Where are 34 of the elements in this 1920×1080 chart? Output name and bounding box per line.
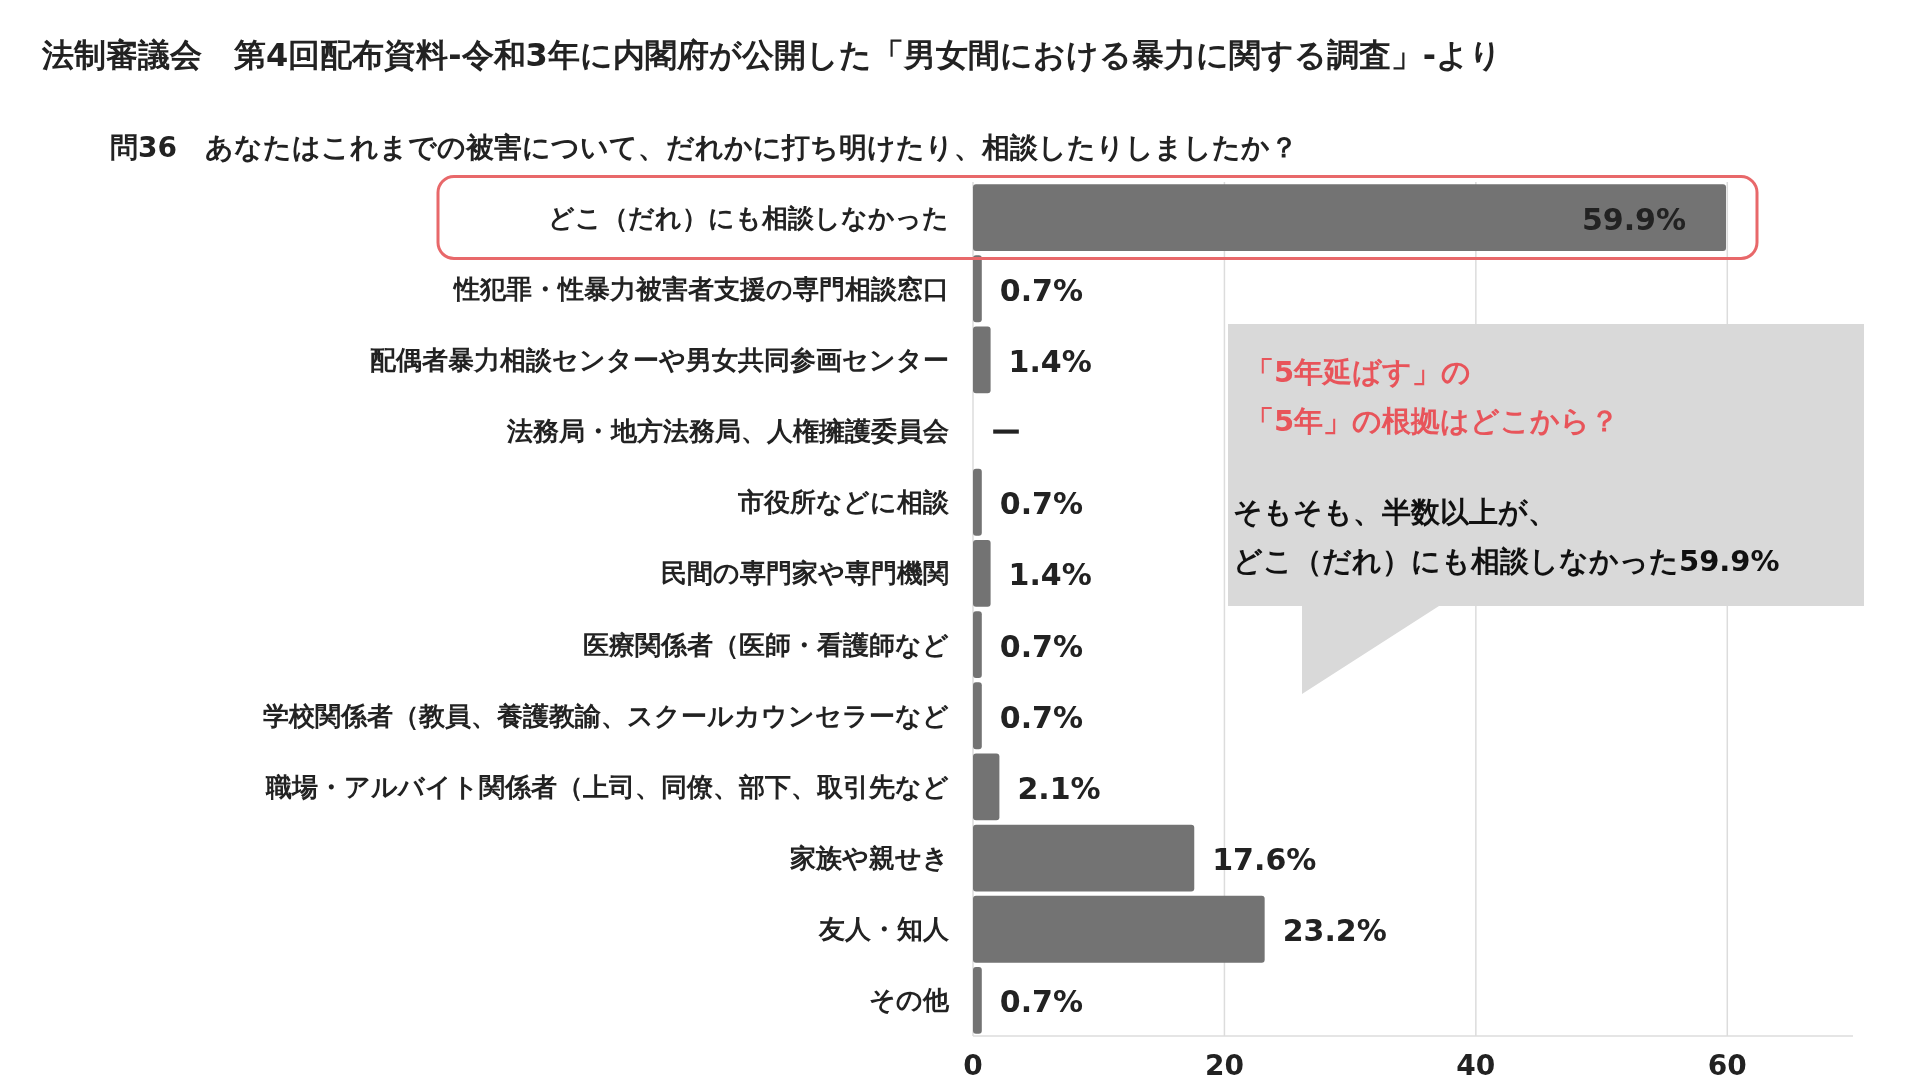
- data-label: 0.7%: [999, 699, 1083, 735]
- data-label: 0.7%: [999, 628, 1083, 664]
- y-tick-label: どこ（だれ）にも相談しなかった: [548, 202, 949, 233]
- text: 問36 あなたはこれまでの被害について、だれかに打ち明けたり、相談したりしましたか？: [110, 131, 1298, 164]
- annotation: そもそも、半数以上が、: [1233, 495, 1557, 529]
- data-label: 17.6%: [1212, 842, 1317, 878]
- x-tick-label: 20: [1204, 1049, 1244, 1080]
- annotation: 「5年延ばす」の: [1245, 355, 1472, 389]
- y-tick-label: その他: [869, 985, 950, 1016]
- y-tick-label: 職場・アルバイト関係者（上司、同僚、部下、取引先など: [265, 771, 949, 802]
- annotation: 「5年」の根拠はどこから？: [1245, 404, 1620, 438]
- y-tick-label: 法務局・地方法務局、人権擁護委員会: [506, 416, 949, 447]
- data-label: 1.4%: [1008, 557, 1092, 593]
- data-label: 2.1%: [1017, 770, 1101, 806]
- text: ー: [991, 415, 1021, 451]
- data-label: 0.7%: [999, 984, 1083, 1020]
- y-tick-label: 家族や親せき: [789, 843, 949, 874]
- y-tick-label: 民間の専門家や専門機関: [661, 558, 949, 589]
- data-label: 1.4%: [1008, 343, 1092, 379]
- data-label: 23.2%: [1282, 913, 1387, 949]
- y-tick-label: 性犯罪・性暴力被害者支援の専門相談窓口: [452, 273, 949, 304]
- y-tick-label: 配偶者暴力相談センターや男女共同参画センター: [370, 344, 949, 375]
- data-label: 59.9%: [1581, 201, 1687, 237]
- y-tick-label: 学校関係者（教員、養護教諭、スクールカウンセラーなど: [263, 700, 949, 731]
- x-tick-label: 60: [1707, 1049, 1747, 1080]
- data-label: 0.7%: [999, 272, 1083, 308]
- y-tick-label: 市役所などに相談: [737, 487, 950, 518]
- annotation: どこ（だれ）にも相談しなかった59.9%: [1233, 544, 1780, 578]
- x-tick-label: 0: [963, 1049, 983, 1080]
- data-label: 0.7%: [999, 486, 1083, 522]
- y-tick-label: 医療関係者（医師・看護師など: [583, 629, 949, 660]
- y-tick-label: 友人・知人: [818, 914, 950, 945]
- x-tick-label: 40: [1456, 1049, 1496, 1080]
- chart-title: 法制審議会 第4回配布資料-令和3年に内閣府が公開した「男女間における暴力に関する調査」-より: [41, 36, 1503, 74]
